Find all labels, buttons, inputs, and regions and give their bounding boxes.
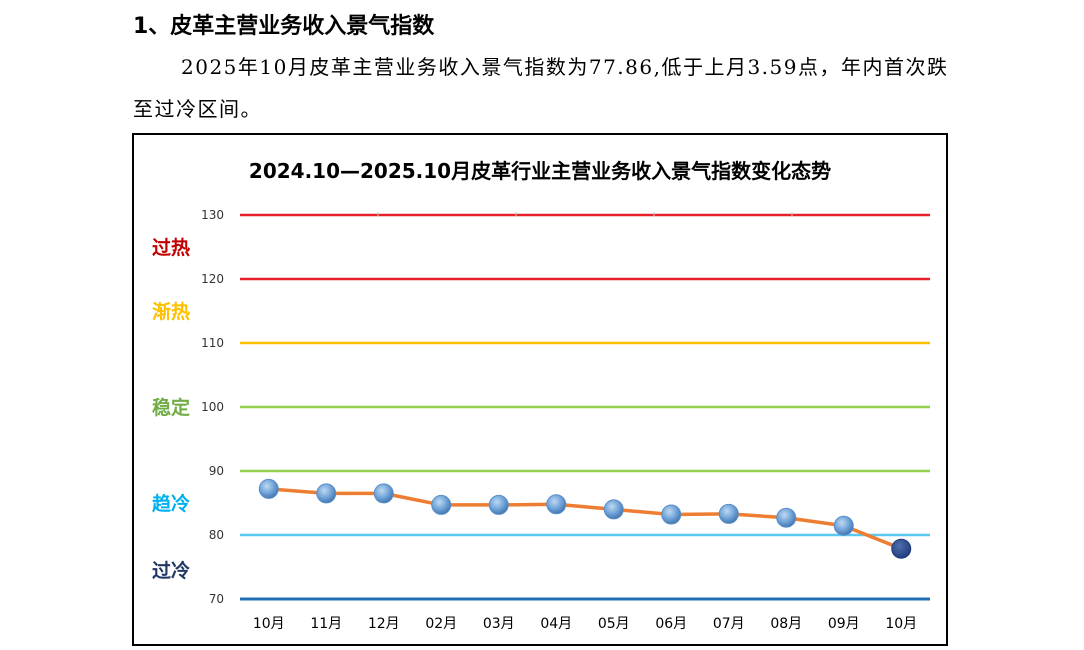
x-tick-label: 03月: [483, 616, 515, 632]
x-tick-label: 10月: [253, 616, 285, 632]
data-point: [488, 494, 509, 515]
zone-label: 稳定: [152, 396, 190, 419]
data-point: [316, 483, 337, 504]
x-tick-label: 11月: [310, 616, 342, 632]
section-paragraph: 2025年10月皮革主营业务收入景气指数为77.86,低于上月3.59点，年内首…: [133, 55, 949, 121]
zone-label: 过冷: [152, 559, 190, 582]
data-point: [661, 504, 682, 525]
x-tick-label: 08月: [770, 616, 802, 632]
section-heading: 1、皮革主营业务收入景气指数: [133, 14, 435, 39]
zone-label: 趋冷: [152, 492, 190, 515]
data-point: [603, 499, 624, 520]
x-tick-label: 07月: [713, 616, 745, 632]
x-tick-label: 05月: [598, 616, 630, 632]
x-tick-label: 12月: [368, 616, 400, 632]
y-tick-label: 70: [209, 592, 224, 606]
data-point: [258, 478, 279, 499]
chart-title: 2024.10—2025.10月皮革行业主营业务收入景气指数变化态势: [249, 159, 831, 183]
y-tick-label: 90: [209, 464, 224, 478]
data-point: [546, 494, 567, 515]
series-line: [268, 487, 902, 551]
x-tick-label: 09月: [828, 616, 860, 632]
data-point: [373, 483, 394, 504]
data-point: [776, 507, 797, 528]
y-tick-label: 110: [201, 336, 224, 350]
x-tick-label: 04月: [540, 616, 572, 632]
y-tick-label: 80: [209, 528, 224, 542]
zone-label: 过热: [152, 236, 190, 259]
data-point: [718, 503, 739, 524]
y-tick-label: 100: [201, 400, 224, 414]
x-tick-label: 10月: [885, 616, 917, 632]
x-tick-label: 06月: [655, 616, 687, 632]
line-chart: 2024.10—2025.10月皮革行业主营业务收入景气指数变化态势 过热渐热稳…: [152, 159, 930, 632]
chart-frame: 2024.10—2025.10月皮革行业主营业务收入景气指数变化态势 过热渐热稳…: [132, 133, 948, 646]
data-point: [431, 494, 452, 515]
zone-label: 渐热: [152, 300, 190, 323]
y-tick-label: 130: [201, 208, 224, 222]
data-point: [891, 538, 912, 559]
data-point: [833, 515, 854, 536]
x-tick-label: 02月: [425, 616, 457, 632]
y-tick-label: 120: [201, 272, 224, 286]
